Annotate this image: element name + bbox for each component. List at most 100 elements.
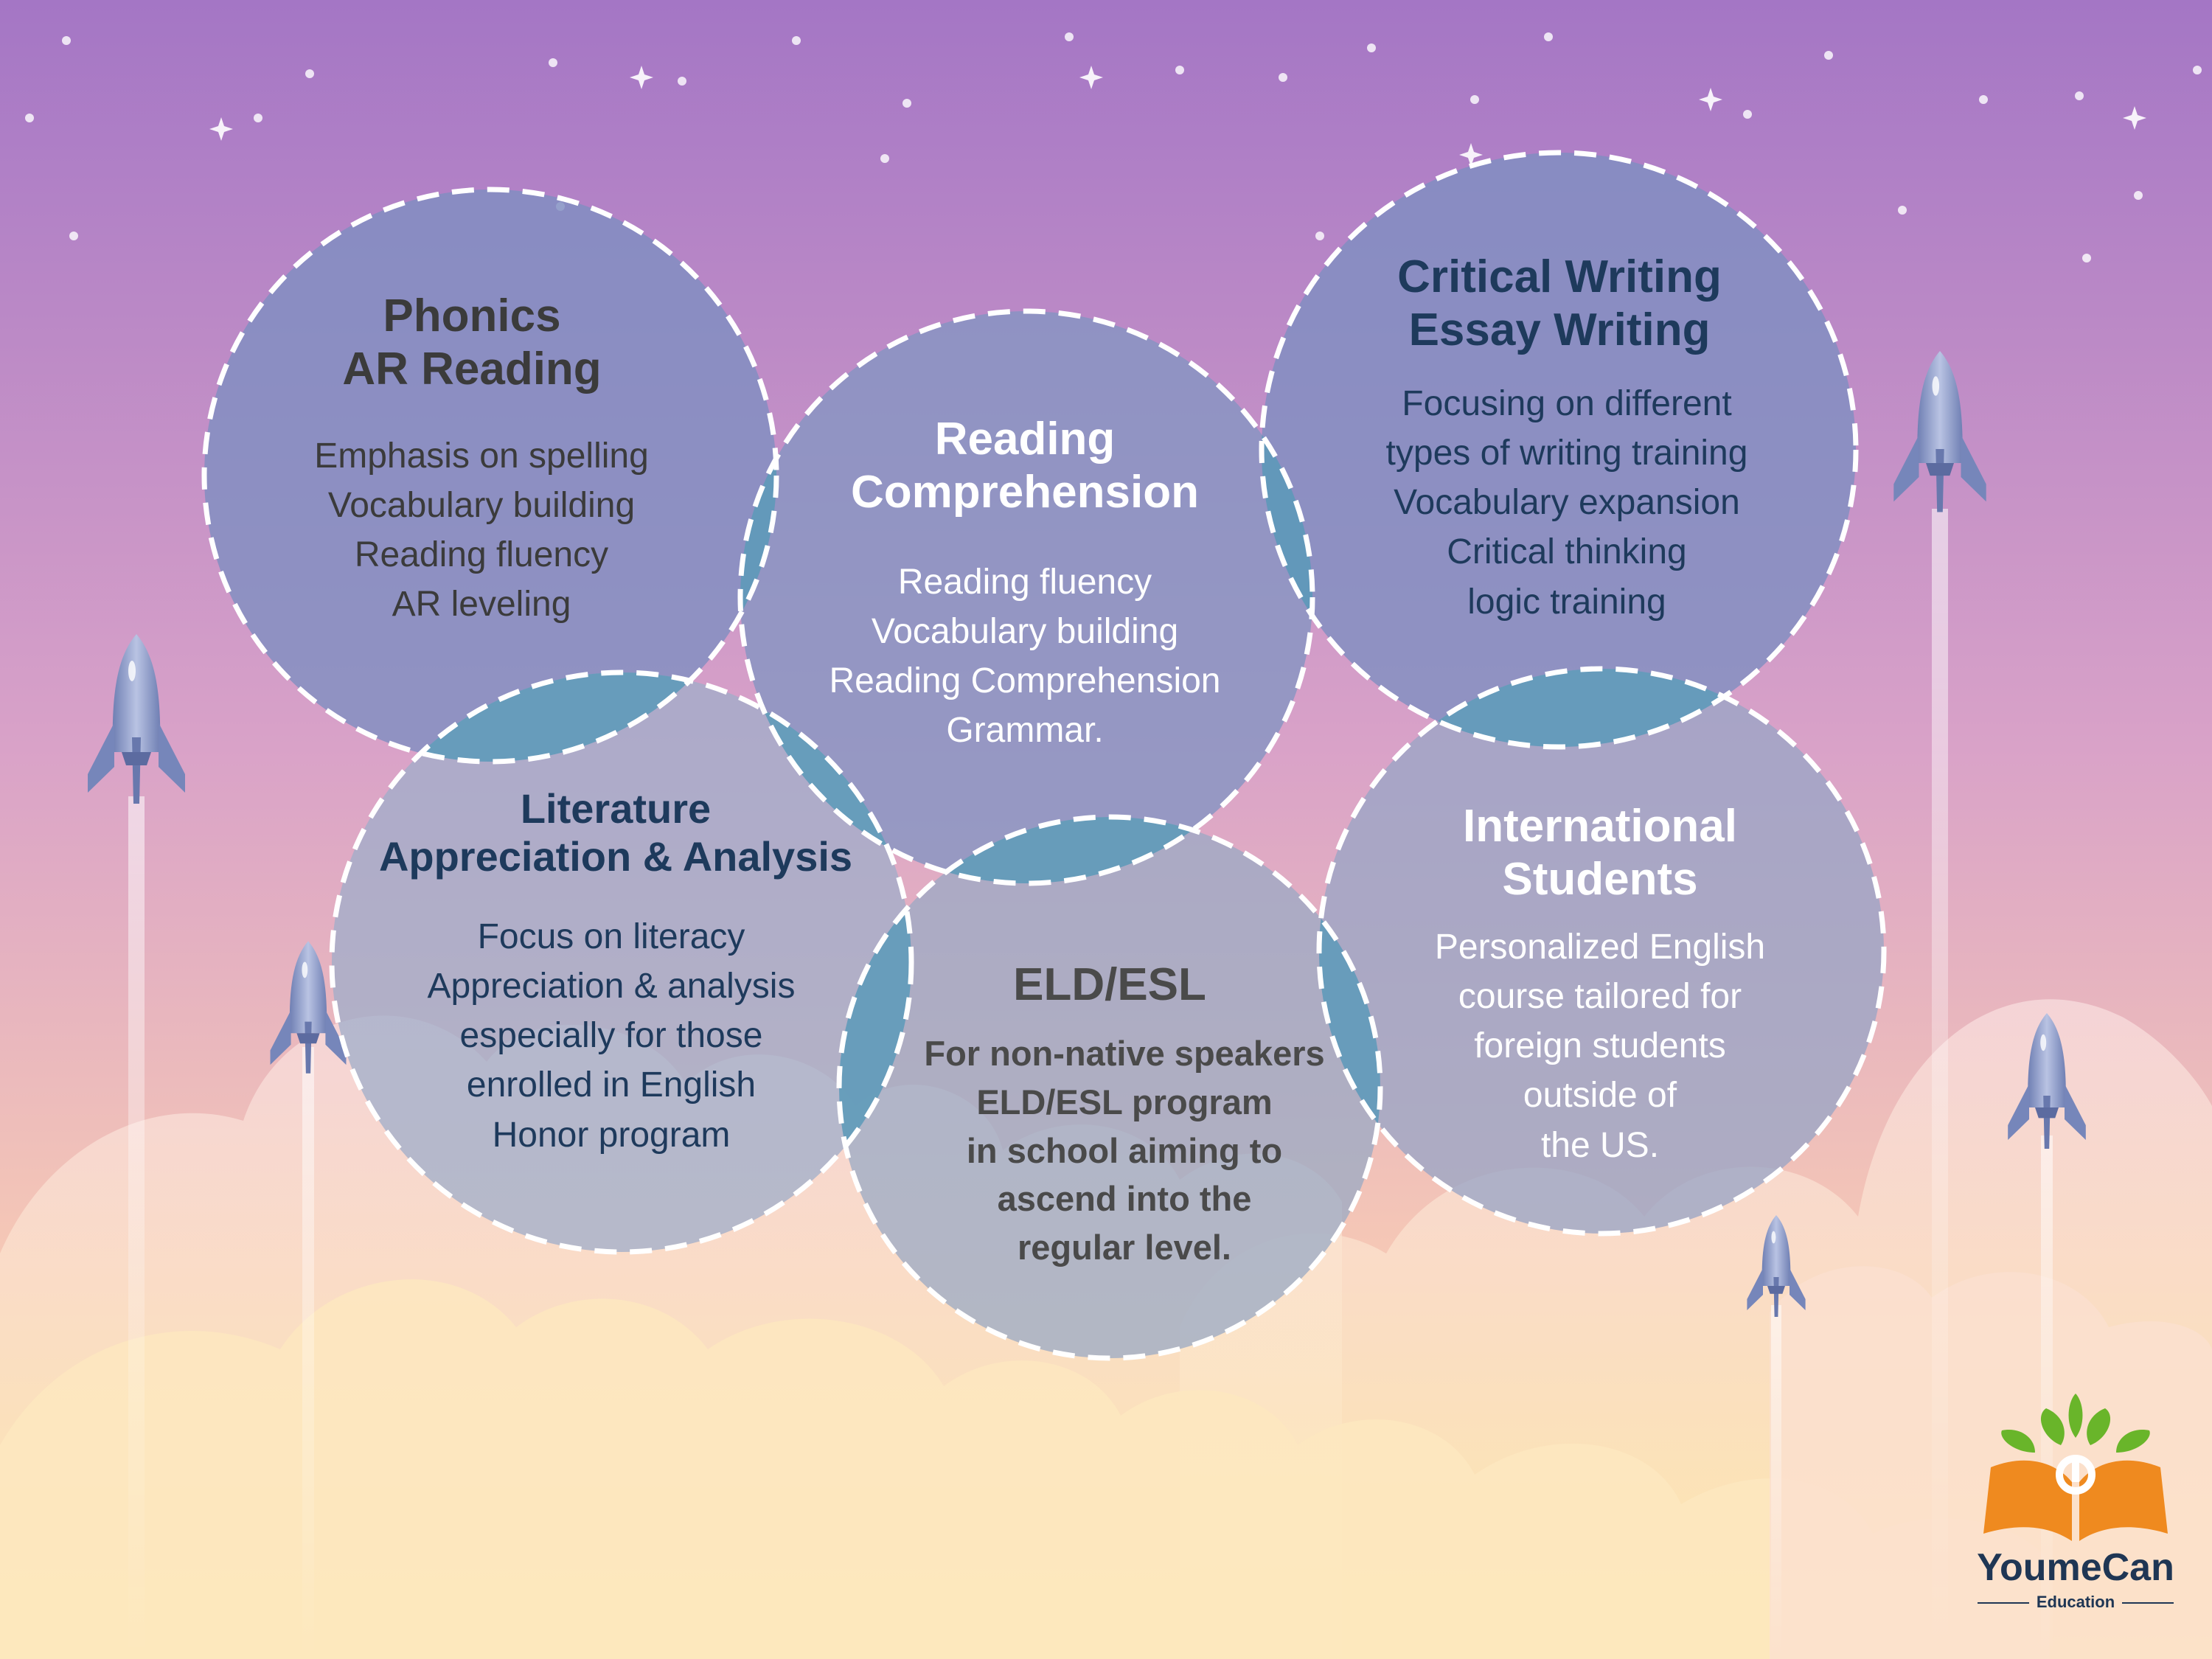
star-dot: [62, 36, 71, 45]
eld-description: For non-native speakers ELD/ESL program …: [870, 1029, 1357, 1272]
star-dot: [1898, 206, 1907, 215]
international-desc-line: foreign students: [1474, 1026, 1726, 1066]
star-icon: [2123, 106, 2146, 130]
writing-desc-line: Vocabulary expansion: [1394, 483, 1740, 523]
international-section: International Students Personalized Engl…: [1357, 800, 1843, 1170]
literature-title-line-1: Literature: [520, 785, 712, 832]
reading-title-line-1: Reading: [934, 414, 1116, 465]
star-icon: [1459, 143, 1483, 167]
international-title-line-2: Students: [1502, 853, 1698, 905]
logo-subtitle-row: Education: [1961, 1593, 2190, 1612]
literature-desc-line: especially for those: [459, 1016, 763, 1056]
youmecan-logo: YoumeCan Education: [1961, 1394, 2190, 1622]
star-dot: [549, 58, 557, 67]
star-dot: [902, 99, 911, 108]
star-dot: [1544, 32, 1553, 41]
reading-title-line-2: Comprehension: [851, 466, 1199, 518]
logo-divider: [2122, 1602, 2174, 1604]
international-desc-line: course tailored for: [1458, 977, 1742, 1016]
phonics-desc-line: Reading fluency: [354, 535, 609, 575]
star-dot: [1824, 51, 1833, 60]
writing-desc-line: types of writing training: [1385, 434, 1748, 473]
reading-description: Reading fluency Vocabulary building Read…: [774, 557, 1276, 756]
phonics-title-line-1: Phonics: [383, 291, 561, 341]
star-dot: [1979, 95, 1988, 104]
star-dot: [25, 114, 34, 122]
international-desc-line: the US.: [1540, 1125, 1660, 1165]
international-desc-line: outside of: [1523, 1076, 1677, 1116]
phonics-desc-line: Emphasis on spelling: [314, 436, 649, 476]
eld-desc-line: ascend into the: [997, 1179, 1252, 1219]
star-dot: [69, 232, 78, 240]
literature-section: Literature Appreciation & Analysis Focus…: [347, 785, 885, 1160]
phonics-title: Phonics AR Reading: [251, 290, 693, 396]
international-title: International Students: [1357, 800, 1843, 906]
writing-title: Critical Writing Essay Writing: [1305, 251, 1814, 357]
eld-desc-line: ELD/ESL program: [976, 1082, 1273, 1121]
eld-section: ELD/ESL For non-native speakers ELD/ESL …: [870, 959, 1357, 1272]
star-dot: [792, 36, 801, 45]
phonics-title-line-2: AR Reading: [342, 343, 602, 394]
venn-circles: [204, 153, 1884, 1358]
star-dot: [1367, 44, 1376, 52]
literature-desc-line: Appreciation & analysis: [427, 967, 796, 1006]
star-dot: [1279, 73, 1287, 82]
star-dot: [305, 69, 314, 78]
reading-desc-line: Grammar.: [946, 711, 1104, 751]
international-description: Personalized English course tailored for…: [1357, 922, 1843, 1170]
literature-desc-line: enrolled in English: [466, 1065, 757, 1105]
star-icon: [630, 66, 653, 89]
circle-writing: [1262, 153, 1856, 747]
circle-phonics: [204, 189, 776, 762]
star-icon: [1079, 66, 1103, 89]
star-dot: [2193, 66, 2202, 74]
star-icon: [209, 117, 233, 141]
writing-desc-line: logic training: [1467, 582, 1666, 622]
star-dot: [880, 154, 889, 163]
star-dot: [1065, 32, 1074, 41]
writing-title-line-2: Essay Writing: [1408, 304, 1711, 355]
star-field: [25, 32, 2202, 262]
rocket-right-tiny: [1747, 1215, 1806, 1659]
phonics-desc-line: Vocabulary building: [327, 486, 636, 525]
circle-literature: [332, 672, 911, 1252]
eld-desc-line: in school aiming to: [966, 1130, 1283, 1170]
international-desc-line: Personalized English: [1434, 927, 1766, 967]
star-dot: [678, 77, 686, 86]
literature-title-line-2: Appreciation & Analysis: [378, 832, 853, 880]
reading-title: Reading Comprehension: [774, 413, 1276, 519]
star-dot: [1470, 95, 1479, 104]
star-dot: [1743, 110, 1752, 119]
star-dot: [2082, 254, 2091, 262]
rocket-right-large: [1893, 351, 1986, 1659]
circle-international: [1319, 669, 1884, 1234]
logo-divider: [1977, 1602, 2029, 1604]
rocket-left-large: [88, 634, 185, 1659]
logo-subtitle: Education: [2036, 1593, 2115, 1611]
phonics-desc-line: AR leveling: [392, 585, 571, 625]
eld-title-line-1: ELD/ESL: [1013, 959, 1206, 1010]
star-dot: [2134, 191, 2143, 200]
star-dot: [2075, 91, 2084, 100]
writing-desc-line: Critical thinking: [1447, 532, 1687, 572]
eld-desc-line: regular level.: [1018, 1228, 1231, 1267]
writing-section: Critical Writing Essay Writing Focusing …: [1305, 251, 1814, 627]
logo-name: YoumeCan: [1977, 1546, 2174, 1589]
literature-description: Focus on literacy Appreciation & analysi…: [347, 912, 876, 1160]
star-dot: [1315, 232, 1324, 240]
reading-desc-line: Vocabulary building: [871, 612, 1179, 651]
circle-outlines: [201, 150, 1887, 1361]
circle-eld: [839, 817, 1380, 1358]
star-dot: [254, 114, 262, 122]
circle-reading: [740, 311, 1312, 883]
writing-title-line-1: Critical Writing: [1397, 251, 1722, 302]
rocket-left-small: [270, 941, 347, 1659]
literature-desc-line: Focus on literacy: [477, 917, 745, 956]
eld-title: ELD/ESL: [870, 959, 1357, 1012]
reading-desc-line: Reading Comprehension: [829, 661, 1221, 701]
star-dot: [1175, 66, 1184, 74]
reading-desc-line: Reading fluency: [897, 562, 1152, 602]
international-title-line-1: International: [1462, 801, 1738, 852]
literature-title: Literature Appreciation & Analysis: [347, 785, 885, 881]
